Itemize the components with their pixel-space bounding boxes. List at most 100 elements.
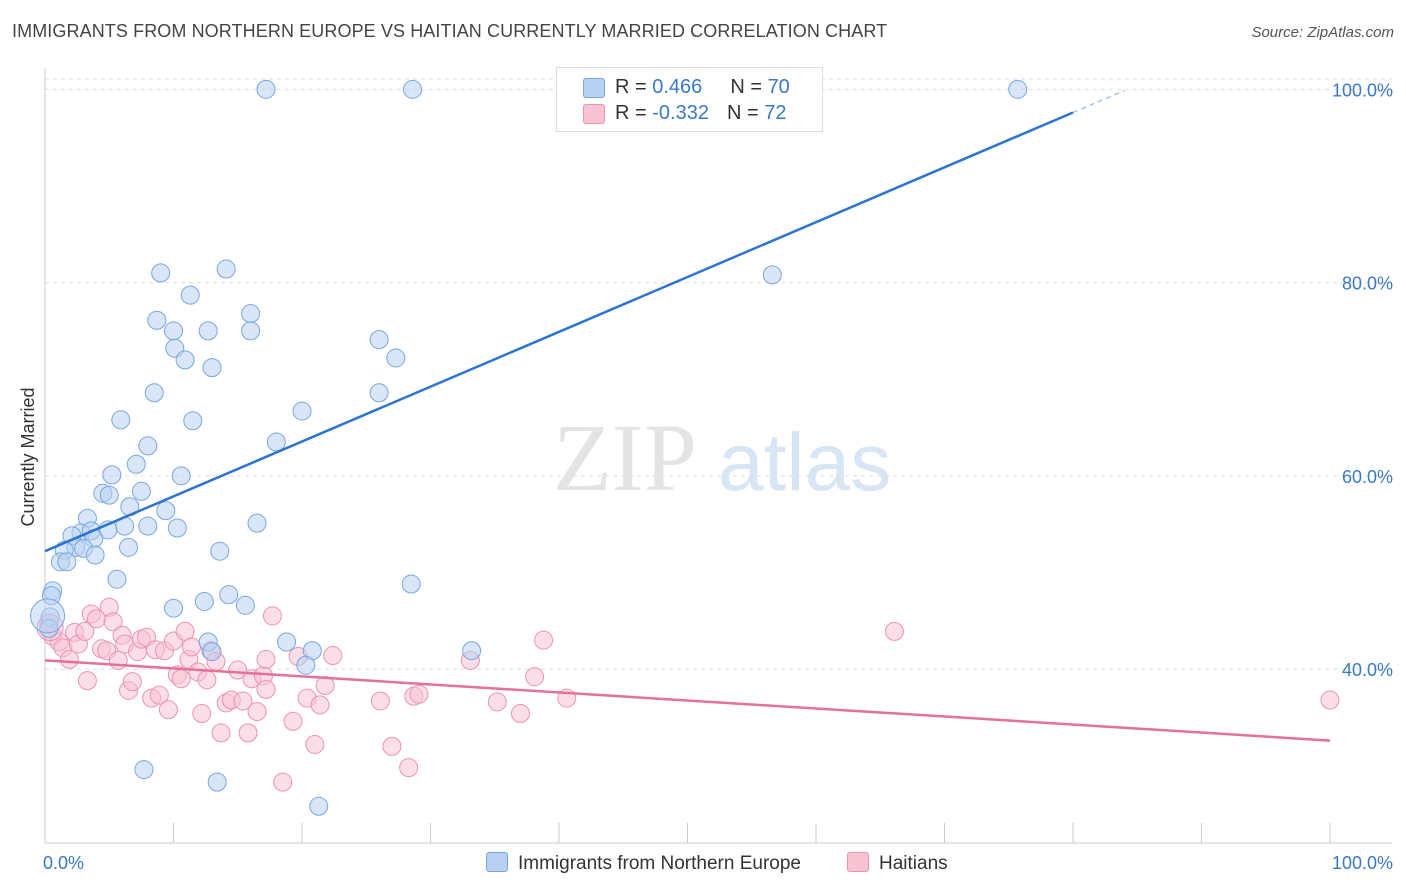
legend-r-label: R = — [615, 76, 653, 98]
northern-europe-point — [462, 641, 482, 661]
haitians-point — [487, 692, 507, 712]
northern-europe-point — [144, 383, 164, 403]
x-tick-label: 100.0% — [1332, 853, 1393, 873]
northern-europe-point — [266, 432, 286, 452]
northern-europe-point — [241, 303, 261, 323]
legend-n-value: 70 — [767, 76, 790, 98]
haitians-point — [181, 637, 201, 657]
northern-europe-point — [762, 265, 782, 285]
northern-europe-trendline — [44, 111, 1074, 553]
northern-europe-point — [256, 79, 276, 99]
watermark-zip: ZIP — [553, 404, 697, 511]
haitians-point — [382, 736, 402, 756]
bottom-legend-haitians: Haitians — [847, 852, 948, 875]
haitians-point — [171, 669, 191, 689]
haitians-point — [510, 704, 530, 724]
haitians-point — [305, 734, 325, 754]
y-tick-label: 60.0% — [1342, 467, 1393, 487]
haitians-point — [59, 649, 79, 669]
northern-europe-point — [111, 410, 131, 430]
haitians-point — [310, 695, 330, 715]
northern-europe-point — [1008, 79, 1028, 99]
northern-europe-trendline-extension — [1072, 90, 1125, 113]
haitians-point — [534, 630, 554, 650]
y-axis-title: Currently Married — [18, 387, 38, 526]
x-tick-label: 0.0% — [43, 853, 84, 873]
haitians-point — [238, 723, 258, 743]
northern-europe-point — [102, 465, 122, 485]
haitians-point — [77, 671, 97, 691]
northern-europe-point — [198, 321, 218, 341]
legend-r-value: 0.466 — [652, 76, 703, 98]
northern-europe-points — [30, 79, 1028, 816]
northern-europe-point — [107, 569, 127, 589]
legend-swatch-blue — [583, 78, 605, 98]
northern-europe-point — [183, 411, 203, 431]
haitians-point — [256, 679, 276, 699]
northern-europe-point — [403, 79, 423, 99]
watermark-atlas: atlas — [718, 417, 891, 508]
haitians-point — [1320, 690, 1340, 710]
bottom-legend-swatch-blue — [486, 852, 508, 872]
haitians-trendline — [44, 659, 1331, 742]
grid — [45, 78, 1392, 670]
legend-r-label: R = — [615, 102, 653, 124]
source-label: Source: ZipAtlas.com — [1251, 24, 1394, 41]
haitians-point — [525, 667, 545, 687]
northern-europe-point — [194, 591, 214, 611]
haitians-point — [399, 758, 419, 778]
haitians-point — [122, 672, 142, 692]
northern-europe-point — [138, 436, 158, 456]
legend-n-label: N = — [726, 102, 765, 124]
haitians-point — [256, 649, 276, 669]
correlation-legend: R = 0.466 N = 70 R = -0.332 N = 72 — [556, 67, 823, 132]
haitians-point — [149, 685, 169, 705]
haitians-point — [247, 702, 267, 722]
y-tick-label: 40.0% — [1342, 660, 1393, 680]
haitians-point — [262, 606, 282, 626]
haitians-point — [197, 670, 217, 690]
northern-europe-point — [202, 358, 222, 378]
haitians-point — [370, 691, 390, 711]
northern-europe-point — [247, 513, 267, 533]
legend-n-label: N = — [730, 76, 768, 98]
northern-europe-point — [219, 585, 239, 605]
haitians-point — [233, 691, 253, 711]
bottom-legend-label: Immigrants from Northern Europe — [518, 853, 801, 874]
northern-europe-point — [180, 285, 200, 305]
northern-europe-point — [241, 321, 261, 341]
northern-europe-point — [164, 321, 183, 341]
northern-europe-point — [138, 516, 158, 536]
northern-europe-point — [210, 541, 230, 561]
northern-europe-point — [202, 642, 222, 662]
bottom-legend-swatch-pink — [847, 852, 869, 872]
northern-europe-point — [171, 466, 191, 486]
haitians-points — [36, 597, 1340, 792]
northern-europe-point — [156, 501, 176, 521]
tick-labels: 40.0% 60.0% 80.0% 100.0% 0.0% 100.0% — [43, 80, 1393, 873]
northern-europe-point — [277, 632, 297, 652]
northern-europe-point — [386, 348, 406, 368]
legend-n-value: 72 — [764, 102, 787, 124]
y-tick-label: 80.0% — [1342, 274, 1393, 294]
northern-europe-point — [401, 574, 421, 594]
northern-europe-point — [309, 796, 329, 816]
haitians-point — [315, 676, 335, 696]
haitians-point — [323, 646, 343, 666]
axes — [44, 68, 1392, 844]
northern-europe-point — [369, 330, 389, 350]
haitians-point — [192, 704, 212, 724]
northern-europe-point — [126, 454, 146, 474]
northern-europe-point — [57, 552, 77, 572]
northern-europe-point — [164, 598, 183, 618]
northern-europe-point — [147, 310, 167, 330]
northern-europe-point — [296, 655, 316, 675]
northern-europe-point — [99, 485, 119, 505]
northern-europe-point — [369, 383, 389, 403]
haitians-point — [108, 650, 128, 670]
northern-europe-point — [85, 545, 105, 565]
bottom-legend-label: Haitians — [879, 853, 948, 874]
haitians-point — [884, 621, 904, 641]
haitians-point — [211, 723, 231, 743]
